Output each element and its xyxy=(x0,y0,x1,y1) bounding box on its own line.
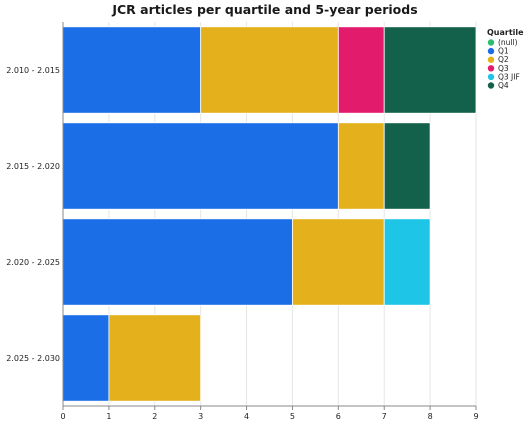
bar-q2-2 xyxy=(292,218,385,306)
y-tick-label: 2.015 - 2.020 xyxy=(6,162,60,171)
x-tick-label: 4 xyxy=(244,412,249,421)
axes xyxy=(62,22,476,407)
legend-swatch-null xyxy=(487,39,495,46)
legend-swatch-q2 xyxy=(487,56,495,63)
legend-swatch-q3-jif xyxy=(487,73,495,81)
x-tick-label: 5 xyxy=(290,412,295,421)
x-tick-label: 6 xyxy=(336,412,341,421)
y-tick-label: 2.025 - 2.030 xyxy=(6,354,60,363)
x-tick-label: 8 xyxy=(428,412,433,421)
bar-q3-0 xyxy=(337,26,385,114)
bar-q1-2 xyxy=(62,218,293,306)
y-tick-label: 2.020 - 2.025 xyxy=(6,258,60,267)
x-tick-label: 9 xyxy=(473,412,478,421)
legend-label-q2: Q2 xyxy=(498,55,509,64)
bar-q1-0 xyxy=(62,26,202,114)
bars xyxy=(62,26,477,402)
y-axis-ticks: 2.010 - 2.015 2.015 - 2.020 2.020 - 2.025 2… xyxy=(6,66,60,363)
bar-q2-0 xyxy=(200,26,339,114)
bar-q1-1 xyxy=(62,122,339,210)
legend-swatch-q4 xyxy=(487,82,495,89)
x-tick-label: 3 xyxy=(198,412,203,421)
legend-label-q1: Q1 xyxy=(498,47,509,56)
legend-label-q3-jif: Q3 JIF xyxy=(498,72,520,81)
bar-q1-3 xyxy=(62,314,110,402)
bar-q4-1 xyxy=(383,122,431,210)
bar-q4-0 xyxy=(383,26,477,114)
bar-q2-3 xyxy=(108,314,202,402)
x-tick-label: 0 xyxy=(60,412,65,421)
legend-label-q3: Q3 xyxy=(498,64,509,73)
legend-title: Quartile xyxy=(487,28,524,37)
bar-q3-jif-2 xyxy=(383,218,431,306)
x-tick-label: 7 xyxy=(382,412,387,421)
legend-swatch-q1 xyxy=(487,47,495,55)
x-tick-label: 2 xyxy=(152,412,157,421)
legend-swatch-q3 xyxy=(487,65,495,72)
x-axis-ticks: 0 1 2 3 4 5 6 7 8 9 xyxy=(60,406,479,421)
y-tick-label: 2.010 - 2.015 xyxy=(6,66,60,75)
bar-q2-1 xyxy=(337,122,385,210)
legend-label-q4: Q4 xyxy=(498,81,509,90)
legend-label-null: (null) xyxy=(498,38,518,47)
x-tick-label: 1 xyxy=(106,412,111,421)
chart-title: JCR articles per quartile and 5-year per… xyxy=(112,2,418,17)
